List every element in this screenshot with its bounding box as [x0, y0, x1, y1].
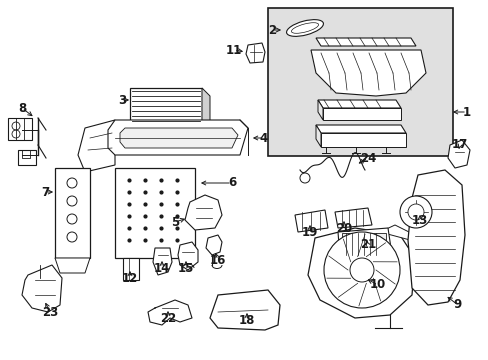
Text: 19: 19 — [301, 225, 318, 238]
Polygon shape — [315, 38, 415, 46]
Polygon shape — [22, 265, 62, 312]
Polygon shape — [130, 128, 209, 136]
Text: 8: 8 — [18, 102, 26, 114]
Polygon shape — [245, 43, 264, 63]
Bar — [123, 258, 139, 280]
Bar — [55, 168, 90, 258]
Polygon shape — [315, 125, 405, 133]
Text: 17: 17 — [451, 139, 467, 152]
Text: 16: 16 — [209, 253, 226, 266]
Text: 20: 20 — [335, 221, 351, 234]
Polygon shape — [320, 133, 405, 147]
Text: 15: 15 — [178, 261, 194, 274]
Polygon shape — [205, 235, 222, 255]
Circle shape — [324, 232, 399, 308]
Text: 21: 21 — [359, 238, 375, 252]
Text: 3: 3 — [118, 94, 126, 107]
Bar — [341, 233, 385, 255]
Text: 23: 23 — [42, 306, 58, 319]
Text: 13: 13 — [411, 213, 427, 226]
Polygon shape — [310, 50, 425, 96]
Bar — [130, 88, 202, 128]
Text: 9: 9 — [453, 298, 461, 311]
Polygon shape — [317, 100, 400, 108]
Polygon shape — [78, 120, 115, 172]
Circle shape — [399, 196, 431, 228]
Polygon shape — [315, 125, 320, 147]
Ellipse shape — [286, 20, 323, 36]
Text: 14: 14 — [154, 261, 170, 274]
Polygon shape — [108, 120, 247, 155]
Text: 2: 2 — [267, 23, 276, 36]
Text: 10: 10 — [369, 279, 386, 292]
Polygon shape — [209, 290, 280, 330]
Text: 24: 24 — [359, 152, 375, 165]
Polygon shape — [407, 170, 464, 305]
Text: 1: 1 — [462, 105, 470, 118]
Polygon shape — [202, 88, 209, 136]
Polygon shape — [55, 258, 90, 273]
Text: 18: 18 — [238, 314, 255, 327]
Polygon shape — [153, 248, 172, 275]
Circle shape — [407, 204, 423, 220]
Text: 7: 7 — [41, 185, 49, 198]
Polygon shape — [379, 225, 417, 255]
Text: 5: 5 — [170, 216, 179, 229]
Bar — [267, 8, 452, 156]
Text: 4: 4 — [259, 131, 267, 144]
Polygon shape — [307, 228, 414, 318]
Polygon shape — [294, 210, 327, 232]
Polygon shape — [334, 208, 371, 228]
Text: 12: 12 — [122, 271, 138, 284]
Polygon shape — [337, 228, 391, 258]
Circle shape — [299, 173, 309, 183]
Polygon shape — [178, 242, 198, 270]
Polygon shape — [8, 118, 32, 140]
Polygon shape — [323, 108, 400, 120]
Polygon shape — [184, 195, 222, 230]
Polygon shape — [317, 100, 323, 120]
Text: 22: 22 — [160, 311, 176, 324]
Bar — [115, 168, 195, 258]
Polygon shape — [447, 140, 469, 168]
Circle shape — [349, 258, 373, 282]
Text: 6: 6 — [227, 176, 236, 189]
Polygon shape — [120, 128, 238, 148]
Text: 11: 11 — [225, 44, 242, 57]
Polygon shape — [18, 150, 36, 165]
